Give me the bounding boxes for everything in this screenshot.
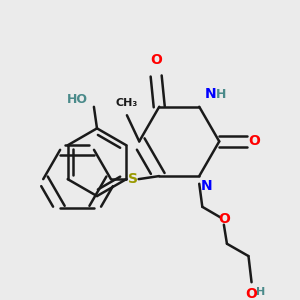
Text: O: O: [218, 212, 230, 226]
Text: O: O: [150, 53, 162, 68]
Text: O: O: [246, 287, 257, 300]
Text: H: H: [216, 88, 226, 101]
Text: H: H: [256, 287, 265, 298]
Text: CH₃: CH₃: [116, 98, 138, 108]
Text: N: N: [205, 87, 216, 101]
Text: O: O: [249, 134, 261, 148]
Text: HO: HO: [67, 93, 88, 106]
Text: N: N: [201, 179, 212, 193]
Text: S: S: [128, 172, 138, 186]
